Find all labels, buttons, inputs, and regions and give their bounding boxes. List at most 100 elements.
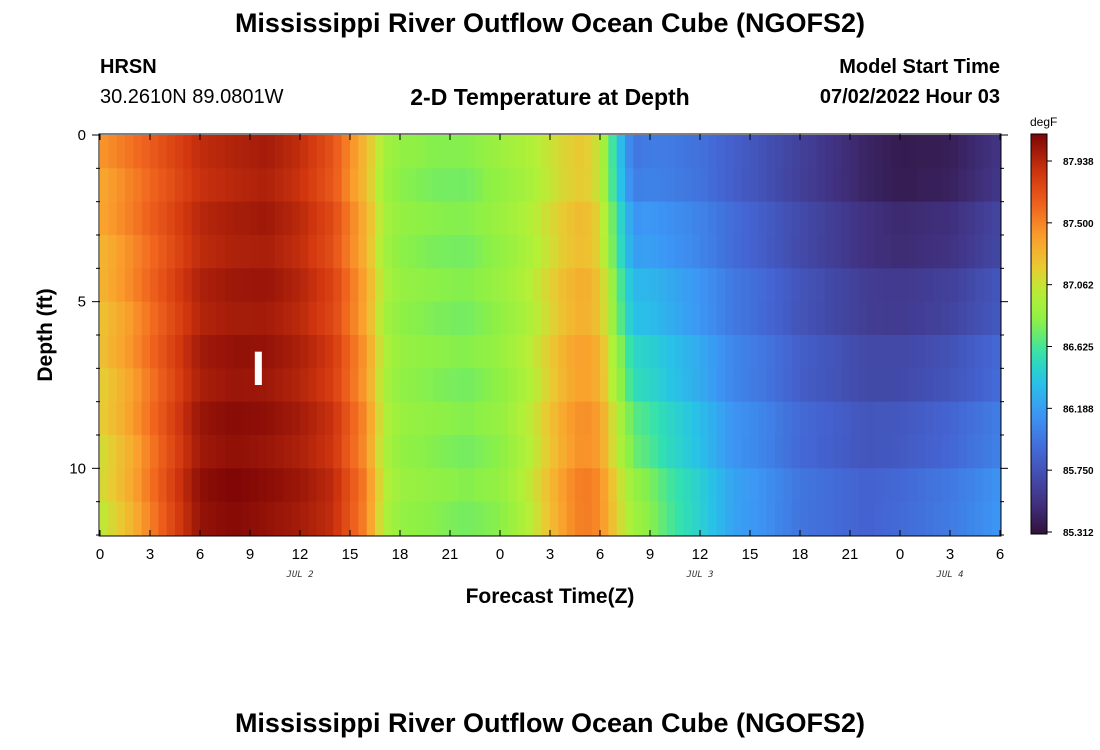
heatmap-cell bbox=[400, 335, 409, 369]
heatmap-cell bbox=[550, 201, 559, 236]
heatmap-cell bbox=[200, 335, 209, 369]
heatmap-cell bbox=[683, 268, 693, 303]
heatmap-cell bbox=[691, 435, 701, 469]
heatmap-cell bbox=[641, 501, 651, 536]
heatmap-cell bbox=[233, 335, 243, 369]
heatmap-cell bbox=[375, 335, 384, 369]
heatmap-cell bbox=[516, 501, 526, 536]
heatmap-cell bbox=[666, 168, 676, 203]
heatmap-cell bbox=[900, 501, 909, 536]
heatmap-cell bbox=[533, 268, 543, 303]
heatmap-cell bbox=[216, 435, 226, 469]
heatmap-cell bbox=[475, 435, 484, 469]
heatmap-cell bbox=[858, 368, 868, 403]
heatmap-cell bbox=[300, 501, 309, 536]
heatmap-cell bbox=[825, 135, 834, 169]
heatmap-cell bbox=[783, 268, 793, 303]
x-tick-label: 18 bbox=[392, 546, 409, 563]
heatmap-cell bbox=[816, 401, 826, 436]
heatmap-cell bbox=[550, 401, 559, 436]
heatmap-cell bbox=[958, 235, 968, 269]
x-tick-label: 0 bbox=[496, 546, 504, 563]
heatmap-cell bbox=[525, 335, 534, 369]
heatmap-cell bbox=[891, 468, 901, 503]
heatmap-cell bbox=[641, 168, 651, 203]
heatmap-cell bbox=[866, 335, 876, 369]
heatmap-cell bbox=[950, 401, 959, 436]
heatmap-cell bbox=[883, 435, 893, 469]
heatmap-cell bbox=[558, 368, 568, 403]
heatmap-cell bbox=[408, 335, 418, 369]
heatmap-cell bbox=[108, 235, 118, 269]
heatmap-cell bbox=[591, 201, 601, 236]
heatmap-cell bbox=[483, 368, 493, 403]
heatmap-cell bbox=[316, 335, 326, 369]
heatmap-cell bbox=[341, 201, 351, 236]
heatmap-cell bbox=[541, 501, 551, 536]
heatmap-cell bbox=[641, 201, 651, 236]
heatmap-cell bbox=[291, 135, 301, 169]
heatmap-cell bbox=[158, 301, 168, 336]
heatmap-cell bbox=[808, 335, 818, 369]
heatmap-cell bbox=[608, 468, 618, 503]
heatmap-cell bbox=[950, 235, 959, 269]
heatmap-cell bbox=[175, 201, 184, 236]
heatmap-cell bbox=[533, 501, 543, 536]
heatmap-cell bbox=[216, 401, 226, 436]
colorbar-tick-label: 87.500 bbox=[1063, 219, 1094, 230]
heatmap-cell bbox=[975, 368, 984, 403]
heatmap-cell bbox=[416, 235, 426, 269]
heatmap-cell bbox=[425, 135, 434, 169]
heatmap-cell bbox=[916, 201, 926, 236]
heatmap-cell bbox=[508, 268, 518, 303]
heatmap-cell bbox=[291, 201, 301, 236]
heatmap-cell bbox=[608, 435, 618, 469]
heatmap-cell bbox=[275, 368, 284, 403]
heatmap-cell bbox=[108, 435, 118, 469]
heatmap-cell bbox=[808, 435, 818, 469]
heatmap-cell bbox=[100, 301, 109, 336]
heatmap-cell bbox=[933, 468, 943, 503]
heatmap-cell bbox=[941, 268, 951, 303]
heatmap-cell bbox=[791, 401, 801, 436]
heatmap-cell bbox=[675, 168, 684, 203]
heatmap-cell bbox=[441, 201, 451, 236]
heatmap-cell bbox=[583, 435, 593, 469]
heatmap-cell bbox=[758, 468, 768, 503]
heatmap-cell bbox=[341, 135, 351, 169]
heatmap-cell bbox=[250, 301, 259, 336]
heatmap-cell bbox=[116, 235, 126, 269]
heatmap-cell bbox=[875, 201, 884, 236]
heatmap-cell bbox=[883, 135, 893, 169]
heatmap-cell bbox=[233, 501, 243, 536]
heatmap-cell bbox=[291, 435, 301, 469]
heatmap-cell bbox=[241, 201, 251, 236]
heatmap-cell bbox=[350, 301, 359, 336]
heatmap-cell bbox=[600, 301, 609, 336]
heatmap-cell bbox=[950, 501, 959, 536]
heatmap-cell bbox=[900, 368, 909, 403]
heatmap-cell bbox=[691, 501, 701, 536]
heatmap-cell bbox=[450, 501, 459, 536]
heatmap-cell bbox=[116, 301, 126, 336]
heatmap-cell bbox=[616, 501, 626, 536]
heatmap-cell bbox=[650, 301, 659, 336]
heatmap-cell bbox=[316, 468, 326, 503]
heatmap-cell bbox=[533, 401, 543, 436]
heatmap-cell bbox=[775, 435, 784, 469]
heatmap-cell bbox=[450, 468, 459, 503]
heatmap-cell bbox=[375, 468, 384, 503]
heatmap-cell bbox=[750, 335, 759, 369]
heatmap-cell bbox=[658, 201, 668, 236]
heatmap-cell bbox=[450, 435, 459, 469]
heatmap-cell bbox=[441, 168, 451, 203]
heatmap-cell bbox=[283, 201, 293, 236]
heatmap-cell bbox=[600, 235, 609, 269]
heatmap-cell bbox=[408, 301, 418, 336]
heatmap-cell bbox=[891, 268, 901, 303]
heatmap-cell bbox=[925, 368, 934, 403]
heatmap-cell bbox=[566, 401, 576, 436]
heatmap-cell bbox=[716, 435, 726, 469]
heatmap-cell bbox=[716, 168, 726, 203]
heatmap-cell bbox=[966, 201, 976, 236]
